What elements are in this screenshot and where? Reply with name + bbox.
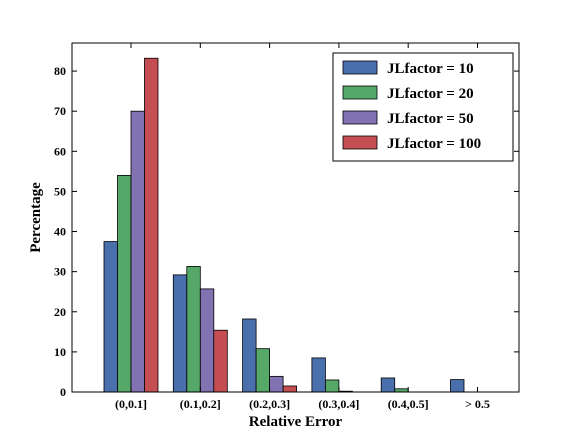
x-tick-label: > 0.5 <box>465 397 490 411</box>
bar-1-5 <box>380 377 396 393</box>
bar-1-4 <box>311 357 326 393</box>
x-tick-label: (0.3,0.4] <box>318 397 359 411</box>
x-tick-label: (0.4,0.5] <box>388 397 429 411</box>
bar-1-1 <box>103 241 118 393</box>
bar-2-3 <box>255 348 271 393</box>
legend-label: JLfactor = 50 <box>387 111 474 127</box>
bar-1-6 <box>450 379 465 393</box>
y-tick-label: 10 <box>54 345 66 359</box>
legend-swatch <box>342 110 378 125</box>
y-tick-label: 40 <box>54 225 66 239</box>
y-axis: 0 10 20 30 40 50 60 70 80 <box>54 64 519 399</box>
bar-3-3 <box>269 375 284 393</box>
bar-1-2 <box>172 274 188 393</box>
y-tick-label: 0 <box>60 385 66 399</box>
x-axis-title: Relative Error <box>249 414 343 430</box>
y-tick-label: 80 <box>54 64 66 78</box>
bar-1-3 <box>242 318 257 393</box>
y-tick-label: 20 <box>54 305 66 319</box>
y-tick-label: 60 <box>54 144 66 158</box>
x-tick-label: (0.2,0.3] <box>249 397 290 411</box>
legend-swatch <box>342 60 378 75</box>
y-tick-label: 50 <box>54 184 66 198</box>
y-tick-label: 30 <box>54 265 66 279</box>
bar-2-2 <box>186 266 201 393</box>
plot-frame <box>71 42 520 393</box>
bar-4-2 <box>213 329 228 393</box>
bars-layer <box>103 57 465 393</box>
x-tick-label: (0,0.1] <box>115 397 147 411</box>
legend: JLfactor = 10 JLfactor = 20 JLfactor = 50 J… <box>332 52 514 162</box>
x-axis: (0,0.1] (0.1,0.2] (0.2,0.3] (0.3,0.4] (0.4,0… <box>115 43 490 411</box>
y-tick-label: 70 <box>54 104 66 118</box>
bar-2-4 <box>324 379 340 393</box>
bar-2-1 <box>117 174 132 393</box>
bar-4-3 <box>282 385 298 393</box>
legend-label: JLfactor = 10 <box>387 61 474 77</box>
bar-4-1 <box>144 57 159 393</box>
bar-3-2 <box>199 288 215 393</box>
x-tick-label: (0.1,0.2] <box>180 397 221 411</box>
legend-label: JLfactor = 100 <box>387 136 481 152</box>
y-axis-title: Percentage <box>28 182 44 253</box>
legend-label: JLfactor = 20 <box>387 86 474 102</box>
bar-3-1 <box>130 110 145 393</box>
legend-swatch <box>342 135 378 150</box>
legend-swatch <box>342 85 378 100</box>
